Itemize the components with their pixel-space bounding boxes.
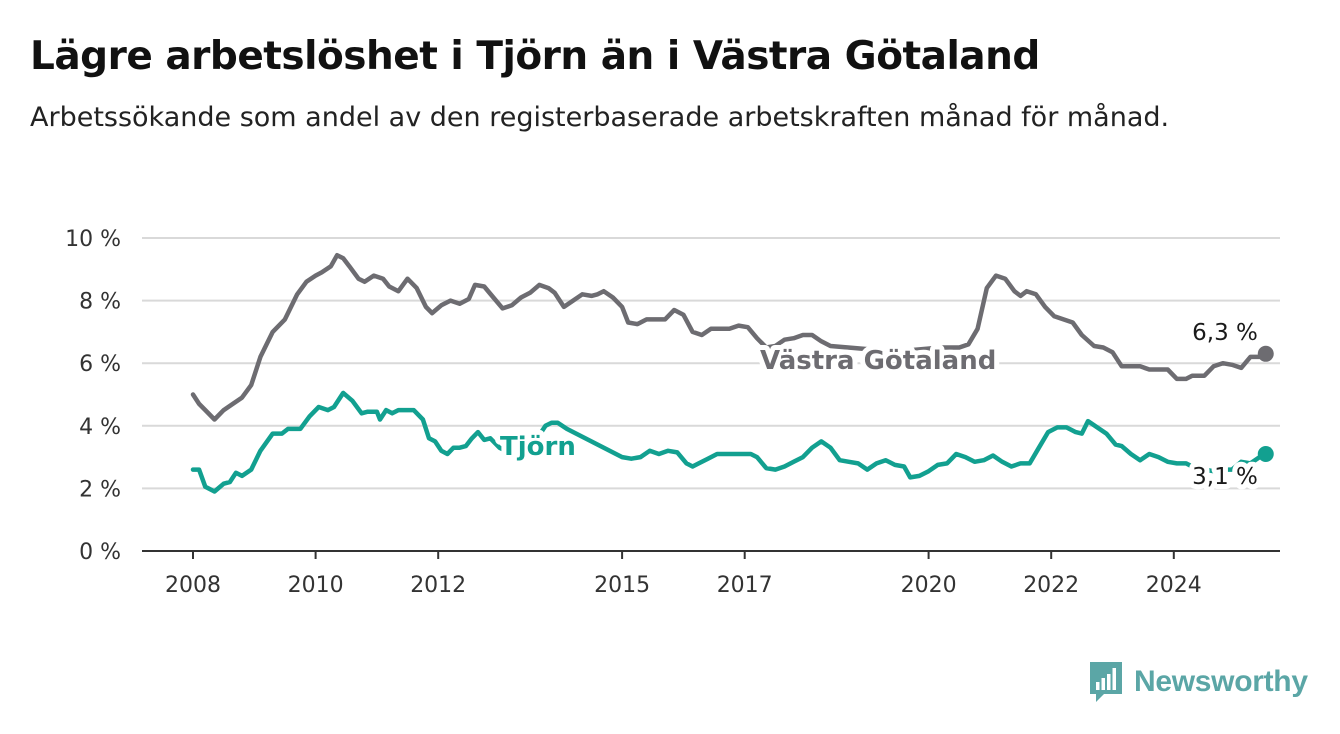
y-tick-label: 6 % bbox=[79, 352, 121, 377]
y-tick-label: 8 % bbox=[79, 290, 121, 315]
y-tick-label: 10 % bbox=[65, 227, 121, 252]
series-labels: Västra Götaland Tjörn 6,3 % 3,1 % bbox=[495, 315, 1263, 495]
x-tick-label: 2024 bbox=[1146, 573, 1202, 598]
end-marker-vastra-gotaland bbox=[1257, 345, 1274, 362]
x-tick-label: 2017 bbox=[717, 573, 773, 598]
y-axis-ticks: 0 % 2 % 4 % 6 % 8 % 10 % bbox=[65, 227, 121, 565]
chart-title: Lägre arbetslöshet i Tjörn än i Västra G… bbox=[30, 34, 1040, 79]
end-label-tjorn: 3,1 % bbox=[1192, 464, 1258, 490]
x-tick-label: 2012 bbox=[410, 573, 466, 598]
newsworthy-logo-icon bbox=[1090, 662, 1122, 702]
gridlines bbox=[142, 237, 1280, 490]
x-axis-ticks: 2008 2010 2012 2015 2017 2020 2022 2024 bbox=[142, 550, 1280, 598]
y-tick-label: 4 % bbox=[79, 415, 121, 440]
series-label-vastra-gotaland: Västra Götaland bbox=[760, 346, 996, 376]
x-tick-label: 2022 bbox=[1023, 573, 1079, 598]
series-label-tjorn: Tjörn bbox=[500, 432, 576, 462]
brand-name: Newsworthy bbox=[1134, 665, 1308, 698]
end-label-vastra-gotaland: 6,3 % bbox=[1192, 320, 1258, 346]
x-tick-label: 2008 bbox=[165, 573, 221, 598]
y-tick-label: 0 % bbox=[79, 540, 121, 565]
end-marker-tjorn bbox=[1257, 445, 1274, 462]
series-line-tjorn bbox=[190, 390, 1269, 494]
x-tick-label: 2015 bbox=[594, 573, 650, 598]
series-line-vastra-gotaland bbox=[190, 252, 1269, 422]
x-tick-label: 2020 bbox=[901, 573, 957, 598]
chart-subtitle: Arbetssökande som andel av den registerb… bbox=[30, 102, 1170, 133]
x-tick-label: 2010 bbox=[288, 573, 344, 598]
y-tick-label: 2 % bbox=[79, 477, 121, 502]
brand-logo: Newsworthy bbox=[1088, 660, 1308, 704]
series-lines bbox=[190, 252, 1274, 494]
